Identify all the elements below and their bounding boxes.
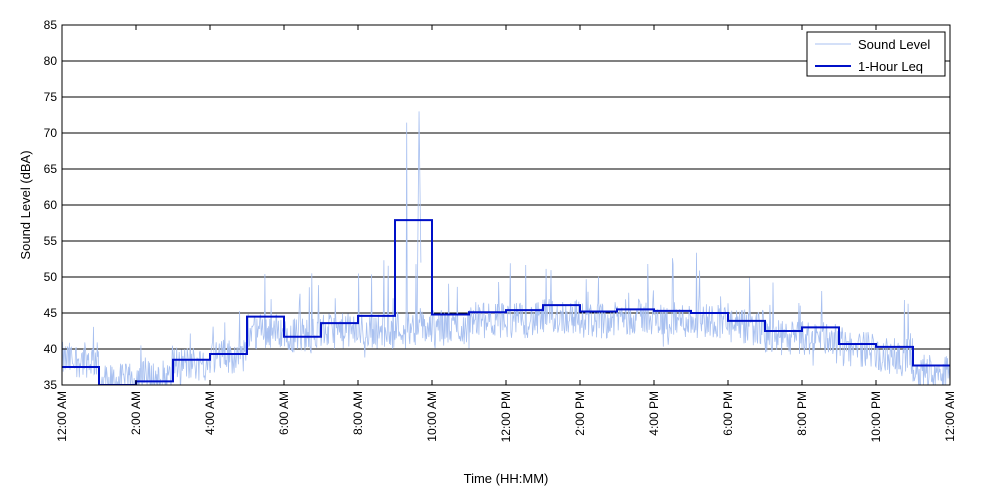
y-tick-label: 35 [44, 378, 58, 392]
y-tick-label: 60 [44, 198, 58, 212]
plot-area [62, 111, 950, 385]
legend: Sound Level 1-Hour Leq [806, 31, 946, 77]
y-tick-label: 40 [44, 342, 58, 356]
x-axis-label: Time (HH:MM) [464, 471, 549, 486]
x-tick-label: 2:00 PM [573, 391, 587, 436]
y-tick-label: 85 [44, 18, 58, 32]
legend-label-sound-level: Sound Level [858, 37, 930, 52]
y-tick-label: 55 [44, 234, 58, 248]
y-tick-label: 75 [44, 90, 58, 104]
x-tick-label: 6:00 PM [721, 391, 735, 436]
x-tick-label: 12:00 AM [55, 391, 69, 442]
x-tick-label: 6:00 AM [277, 391, 291, 435]
y-tick-label: 70 [44, 126, 58, 140]
x-tick-label: 12:00 PM [499, 391, 513, 442]
y-axis: 35 40 45 50 55 60 65 70 75 80 85 [44, 18, 950, 392]
y-tick-label: 50 [44, 270, 58, 284]
y-axis-label: Sound Level (dBA) [18, 150, 33, 259]
x-tick-label: 4:00 PM [647, 391, 661, 436]
x-tick-label: 8:00 PM [795, 391, 809, 436]
x-axis: 12:00 AM 2:00 AM 4:00 AM 6:00 AM 8:00 AM 10:0… [55, 25, 957, 442]
y-tick-label: 65 [44, 162, 58, 176]
x-tick-label: 12:00 AM [943, 391, 957, 442]
x-tick-label: 10:00 PM [869, 391, 883, 442]
x-tick-label: 2:00 AM [129, 391, 143, 435]
x-tick-label: 4:00 AM [203, 391, 217, 435]
x-tick-label: 10:00 AM [425, 391, 439, 442]
x-tick-label: 8:00 AM [351, 391, 365, 435]
y-tick-label: 45 [44, 306, 58, 320]
series-1-hour-leq [62, 219, 950, 385]
legend-box [806, 31, 946, 77]
series-sound-level [62, 122, 950, 385]
series-sound-level-peak [416, 111, 422, 314]
legend-label-1-hour-leq: 1-Hour Leq [858, 59, 923, 74]
y-tick-label: 80 [44, 54, 58, 68]
